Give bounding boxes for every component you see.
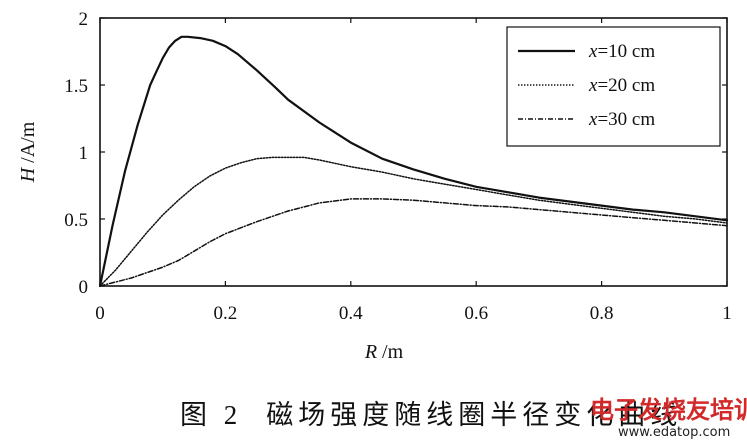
x-tick-label: 0.6 xyxy=(464,303,488,324)
watermark-text: 电子发烧友培训 xyxy=(590,396,747,424)
series-line-1 xyxy=(98,35,729,288)
y-tick-label: 1 xyxy=(79,143,89,164)
watermark: 电子发烧友培训 www.edatop.com xyxy=(590,396,747,440)
figure-caption: 图 2 磁场强度随线圈半径变化曲线 xyxy=(180,400,682,430)
legend: x=10 cm x=20 cm x=30 cm xyxy=(506,26,721,147)
y-tick-label: 2 xyxy=(79,9,89,30)
y-axis-ticks: 0 0.5 1 1.5 2 xyxy=(64,9,727,298)
plot-area: 0 0.2 0.4 0.6 0.8 1 0 0.5 1 1.5 2 xyxy=(64,9,732,324)
legend-label-2: x=20 cm xyxy=(588,75,655,96)
series-layer xyxy=(98,35,729,288)
y-axis-unit: /A/m xyxy=(17,121,39,168)
legend-label-1: x=10 cm xyxy=(588,41,655,62)
y-axis-label: H /A/m xyxy=(17,121,39,183)
series-line-3 xyxy=(99,198,728,287)
series-line-2 xyxy=(99,156,728,287)
caption-label: 图 2 xyxy=(180,400,242,430)
x-tick-label: 1 xyxy=(722,303,732,324)
watermark-url: www.edatop.com xyxy=(618,425,730,440)
y-tick-label: 1.5 xyxy=(64,76,88,97)
y-axis-variable: H xyxy=(17,166,39,183)
x-tick-label: 0.4 xyxy=(339,303,363,324)
x-axis-label: R /m xyxy=(364,341,404,363)
x-axis-unit: /m xyxy=(377,341,404,363)
y-tick-label: 0.5 xyxy=(64,210,88,231)
x-tick-label: 0.8 xyxy=(590,303,614,324)
x-axis-ticks: 0 0.2 0.4 0.6 0.8 1 xyxy=(95,18,732,324)
x-tick-label: 0.2 xyxy=(214,303,238,324)
y-tick-label: 0 xyxy=(79,277,89,298)
x-axis-variable: R xyxy=(364,341,377,363)
x-tick-label: 0 xyxy=(95,303,105,324)
legend-label-3: x=30 cm xyxy=(588,109,655,130)
legend-entries: x=10 cm x=20 cm x=30 cm xyxy=(518,41,655,130)
legend-box xyxy=(506,26,721,147)
caption-text: 磁场强度随线圈半径变化曲线 xyxy=(266,400,682,430)
